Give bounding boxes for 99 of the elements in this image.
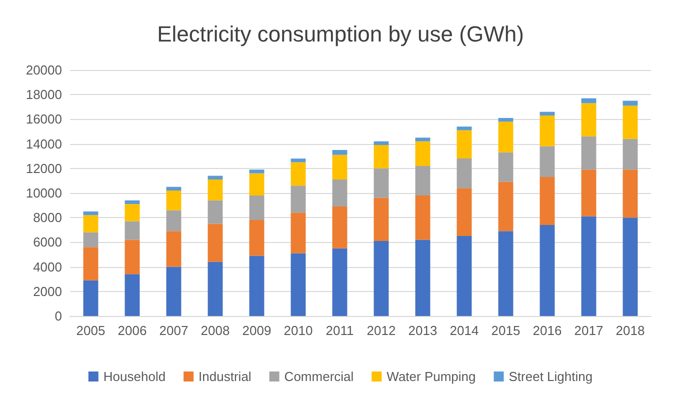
bar — [124, 221, 140, 240]
bar — [208, 176, 223, 180]
bar — [456, 130, 472, 159]
bar — [249, 173, 264, 196]
bar — [498, 122, 514, 152]
bar — [622, 218, 638, 316]
y-tick-label: 20000 — [26, 62, 62, 78]
bar — [415, 141, 430, 166]
x-tick-label: 2017 — [574, 323, 604, 338]
x-tick-label: 2011 — [326, 323, 354, 338]
bar — [581, 170, 596, 216]
bar — [332, 150, 348, 155]
bar — [374, 240, 389, 316]
bar — [124, 274, 140, 316]
bar — [166, 266, 182, 316]
bar — [249, 220, 264, 256]
bar — [622, 106, 638, 139]
legend-label: Water Pumping — [386, 369, 476, 384]
bar — [166, 190, 182, 210]
bar — [540, 112, 555, 116]
bar — [415, 166, 430, 196]
bar — [166, 186, 182, 191]
bar — [540, 146, 555, 178]
bar — [290, 212, 306, 254]
bar — [124, 240, 140, 274]
bar — [456, 158, 472, 188]
bar — [166, 210, 182, 232]
x-tick-label: 2012 — [366, 323, 396, 338]
x-tick-label: 2008 — [200, 323, 230, 338]
x-tick-label: 2009 — [242, 323, 272, 338]
bar — [622, 138, 638, 170]
bar — [290, 253, 306, 316]
bar — [208, 262, 223, 316]
y-tick-label: 2000 — [33, 284, 62, 299]
bar — [374, 141, 389, 146]
x-tick-label: 2015 — [491, 323, 520, 338]
bar — [622, 170, 638, 218]
bar — [290, 158, 306, 162]
bar — [124, 204, 140, 222]
bar — [581, 216, 596, 316]
bar — [374, 145, 389, 168]
bar — [249, 256, 264, 316]
bar — [208, 224, 223, 262]
y-tick-label: 12000 — [26, 160, 62, 176]
bar — [374, 198, 389, 241]
bar — [83, 211, 98, 216]
chart-title: Electricity consumption by use (GWh) — [157, 22, 524, 46]
bar — [498, 182, 514, 232]
legend-label: Household — [103, 369, 166, 384]
legend-label: Street Lighting — [508, 369, 593, 384]
bar — [332, 179, 348, 207]
bar — [332, 206, 348, 248]
x-tick-label: 2014 — [450, 323, 479, 338]
bar — [249, 170, 264, 174]
bar — [581, 103, 596, 136]
bar — [332, 248, 348, 316]
bar — [208, 200, 223, 224]
x-tick-label: 2006 — [118, 323, 147, 338]
bar — [124, 200, 140, 204]
x-tick-label: 2016 — [532, 323, 562, 338]
legend-label: Commercial — [284, 369, 354, 384]
y-tick-label: 16000 — [26, 112, 62, 127]
legend-label: Industrial — [198, 369, 252, 384]
bar — [166, 231, 182, 267]
bar — [374, 168, 389, 198]
x-tick-label: 2005 — [76, 323, 106, 338]
bar — [83, 247, 98, 280]
x-tick-label: 2018 — [616, 323, 645, 338]
y-tick-label: 18000 — [26, 87, 62, 102]
y-tick-label: 14000 — [26, 136, 62, 152]
bar — [498, 231, 514, 316]
bar — [83, 232, 98, 248]
y-tick-label: 8000 — [33, 210, 62, 226]
bar — [498, 118, 514, 122]
bar — [498, 152, 514, 182]
bar — [249, 195, 264, 220]
bar — [415, 195, 430, 240]
bar — [83, 280, 98, 316]
y-tick-label: 4000 — [33, 259, 62, 274]
bar — [290, 186, 306, 213]
bar — [456, 126, 472, 130]
bar — [332, 154, 348, 180]
y-tick-label: 0 — [54, 308, 62, 324]
bar — [415, 240, 430, 316]
bar — [456, 188, 472, 236]
x-tick-label: 2010 — [284, 323, 313, 338]
bar — [581, 136, 596, 170]
bar — [456, 236, 472, 316]
bar — [415, 138, 430, 142]
bar — [540, 116, 555, 146]
x-tick-label: 2007 — [159, 323, 188, 338]
bar — [290, 162, 306, 186]
x-tick-label: 2013 — [408, 323, 438, 338]
bar — [208, 179, 223, 200]
bar — [540, 224, 555, 316]
bar — [83, 215, 98, 232]
bar — [540, 177, 555, 225]
y-tick-label: 10000 — [26, 186, 62, 200]
y-tick-label: 6000 — [33, 234, 62, 250]
